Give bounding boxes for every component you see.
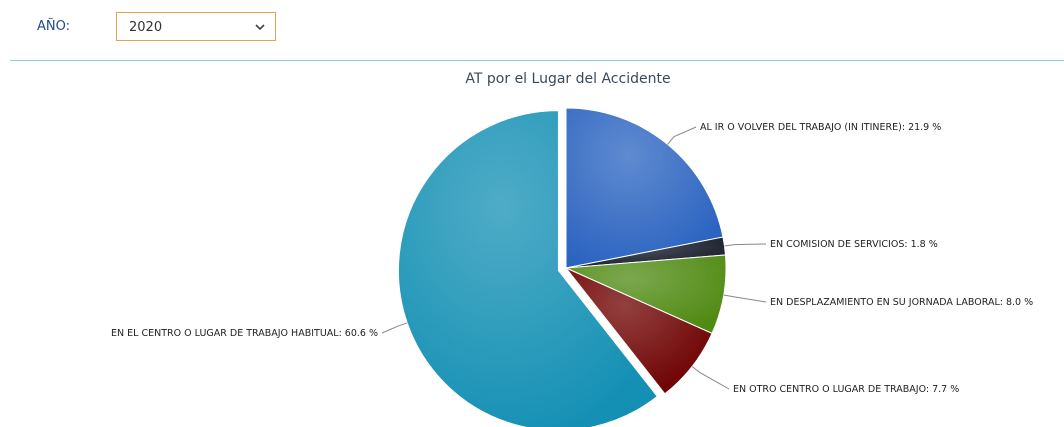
year-select[interactable]: 2020 [116,12,276,41]
value-label: : 21.9 % [902,122,941,133]
label-connector [691,366,730,390]
label-connector [724,243,767,247]
pie-slice [565,107,724,269]
slice-label: EN DESPLAZAMIENTO EN SU JORNADA LABORAL:… [770,297,1033,308]
label-connector [381,322,408,334]
category-name: EN COMISION DE SERVICIOS [770,239,904,250]
category-name: EN DESPLAZAMIENTO EN SU JORNADA LABORAL [770,297,1000,308]
value-label: : 60.6 % [339,328,378,339]
slice-label: EN EL CENTRO O LUGAR DE TRABAJO HABITUAL… [111,328,378,339]
slice-label: AL IR O VOLVER DEL TRABAJO (IN ITINERE):… [700,122,941,133]
divider [10,60,1064,61]
value-label: : 1.8 % [904,239,937,250]
value-label: : 8.0 % [1000,297,1033,308]
category-name: EN OTRO CENTRO O LUGAR DE TRABAJO [733,384,926,395]
category-name: AL IR O VOLVER DEL TRABAJO (IN ITINERE) [700,122,902,133]
chart-title: AT por el Lugar del Accidente [465,71,670,87]
label-connector [667,126,697,145]
chevron [255,24,265,31]
slice-label: EN OTRO CENTRO O LUGAR DE TRABAJO: 7.7 % [733,384,959,395]
value-label: : 7.7 % [926,384,959,395]
slice-label: EN COMISION DE SERVICIOS: 1.8 % [770,239,938,250]
year-value: 2020 [129,20,163,35]
filter-label: AÑO: [37,19,71,34]
label-connector [723,294,767,303]
category-name: EN EL CENTRO O LUGAR DE TRABAJO HABITUAL [111,328,339,339]
